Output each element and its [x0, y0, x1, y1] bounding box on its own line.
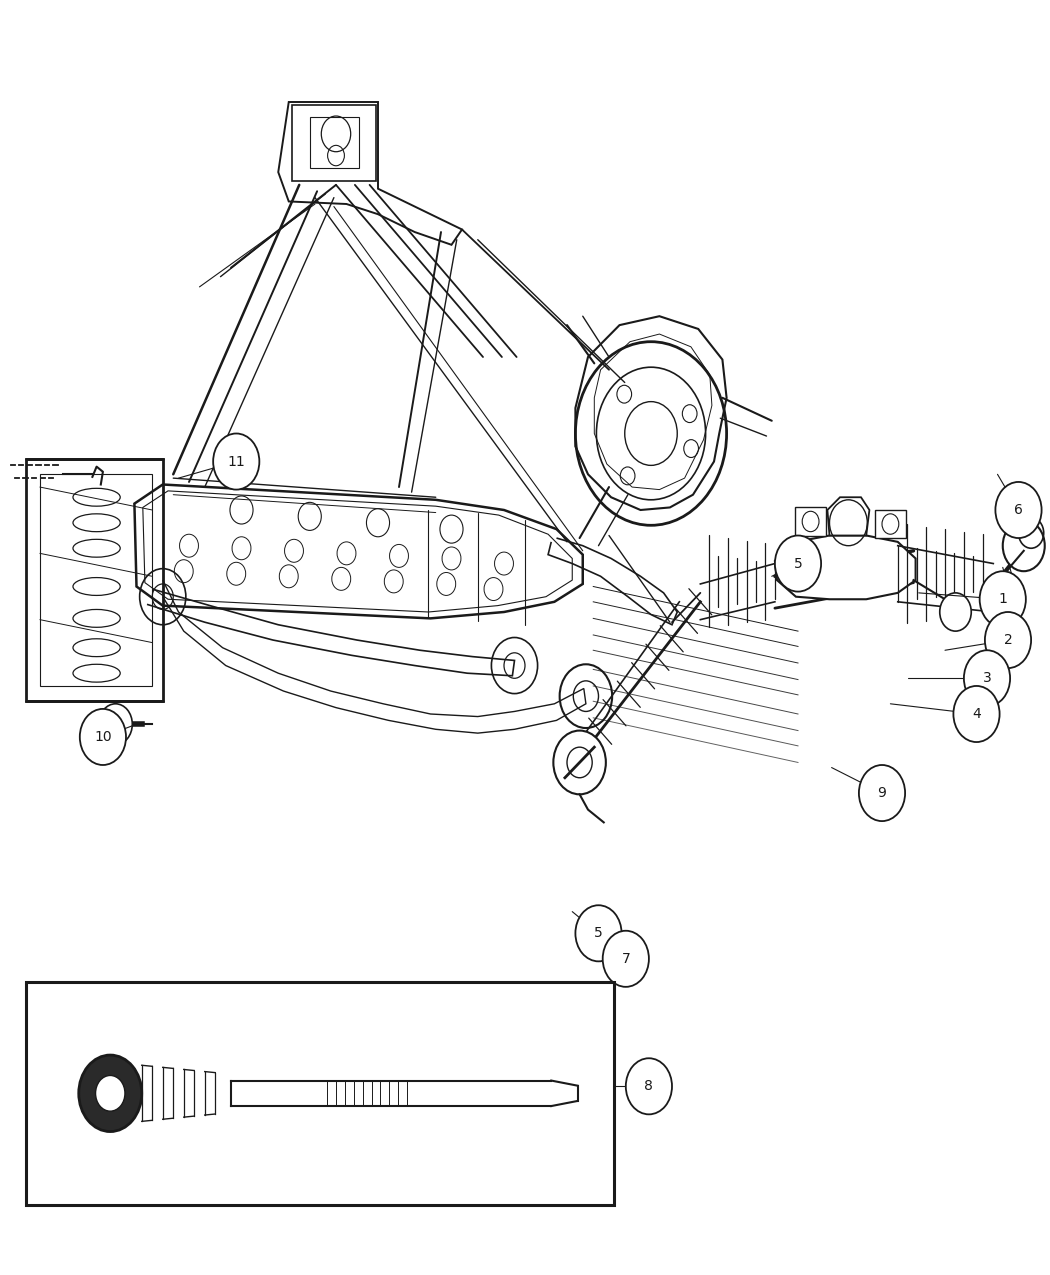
- Text: 2: 2: [1004, 634, 1012, 646]
- Text: 9: 9: [878, 787, 886, 799]
- Circle shape: [775, 536, 821, 592]
- Circle shape: [96, 1076, 125, 1112]
- Text: 5: 5: [794, 557, 802, 570]
- Circle shape: [80, 709, 126, 765]
- Circle shape: [964, 650, 1010, 706]
- Text: 10: 10: [94, 731, 111, 743]
- Polygon shape: [827, 497, 869, 536]
- Text: 3: 3: [983, 672, 991, 685]
- Polygon shape: [795, 507, 826, 536]
- Circle shape: [995, 482, 1042, 538]
- Circle shape: [99, 704, 132, 745]
- Circle shape: [985, 612, 1031, 668]
- Circle shape: [213, 434, 259, 490]
- Text: 11: 11: [228, 455, 245, 468]
- Circle shape: [603, 931, 649, 987]
- Circle shape: [626, 1058, 672, 1114]
- Text: 4: 4: [972, 708, 981, 720]
- Circle shape: [553, 731, 606, 794]
- Text: 7: 7: [622, 952, 630, 965]
- Circle shape: [79, 1056, 142, 1132]
- Circle shape: [859, 765, 905, 821]
- Circle shape: [980, 571, 1026, 627]
- Circle shape: [953, 686, 1000, 742]
- Text: 8: 8: [645, 1080, 653, 1093]
- Circle shape: [1003, 520, 1045, 571]
- Text: 6: 6: [1014, 504, 1023, 516]
- Circle shape: [575, 905, 622, 961]
- Polygon shape: [875, 510, 906, 538]
- Bar: [26, 982, 614, 1205]
- Text: 1: 1: [999, 593, 1007, 606]
- Text: 5: 5: [594, 927, 603, 940]
- Polygon shape: [775, 536, 916, 599]
- Circle shape: [940, 593, 971, 631]
